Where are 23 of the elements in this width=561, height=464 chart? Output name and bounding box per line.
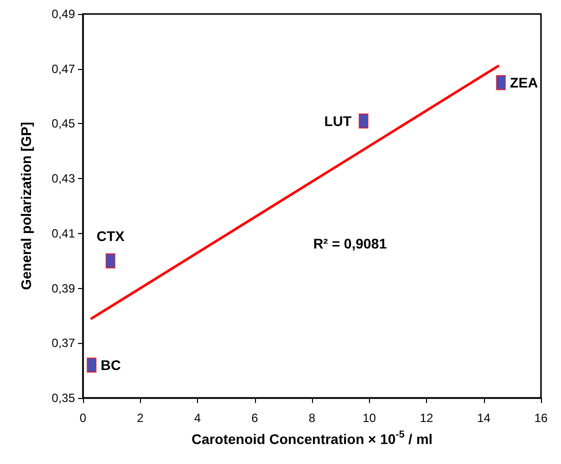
- x-tick-label: 4: [194, 411, 202, 425]
- annotation: ZEA: [510, 74, 538, 91]
- y-tick-label: 0,35: [52, 391, 76, 405]
- annotation: R² = 0,9081: [313, 235, 387, 252]
- x-tick-label: 16: [534, 411, 548, 425]
- y-axis-title: General polarization [GP]: [18, 122, 34, 290]
- y-tick-label: 0,41: [52, 226, 76, 240]
- annotation: BC: [100, 357, 121, 374]
- y-tick-label: 0,45: [52, 116, 76, 131]
- y-tick-label: 0,49: [52, 7, 76, 21]
- x-tick-label: 12: [420, 411, 434, 425]
- x-tick-label: 8: [308, 411, 316, 425]
- x-tick-label: 6: [251, 411, 258, 425]
- annotation: CTX: [96, 228, 126, 244]
- y-tick-label: 0,47: [52, 62, 76, 76]
- x-tick-label: 14: [477, 411, 491, 425]
- y-tick-label: 0,39: [52, 281, 76, 296]
- x-tick-label: 10: [362, 411, 376, 425]
- y-tick-label: 0,43: [52, 172, 76, 186]
- x-tick-label: 0: [80, 411, 87, 425]
- y-tick-label: 0,37: [52, 336, 76, 350]
- x-tick-label: 2: [136, 411, 144, 425]
- annotation: LUT: [324, 112, 352, 129]
